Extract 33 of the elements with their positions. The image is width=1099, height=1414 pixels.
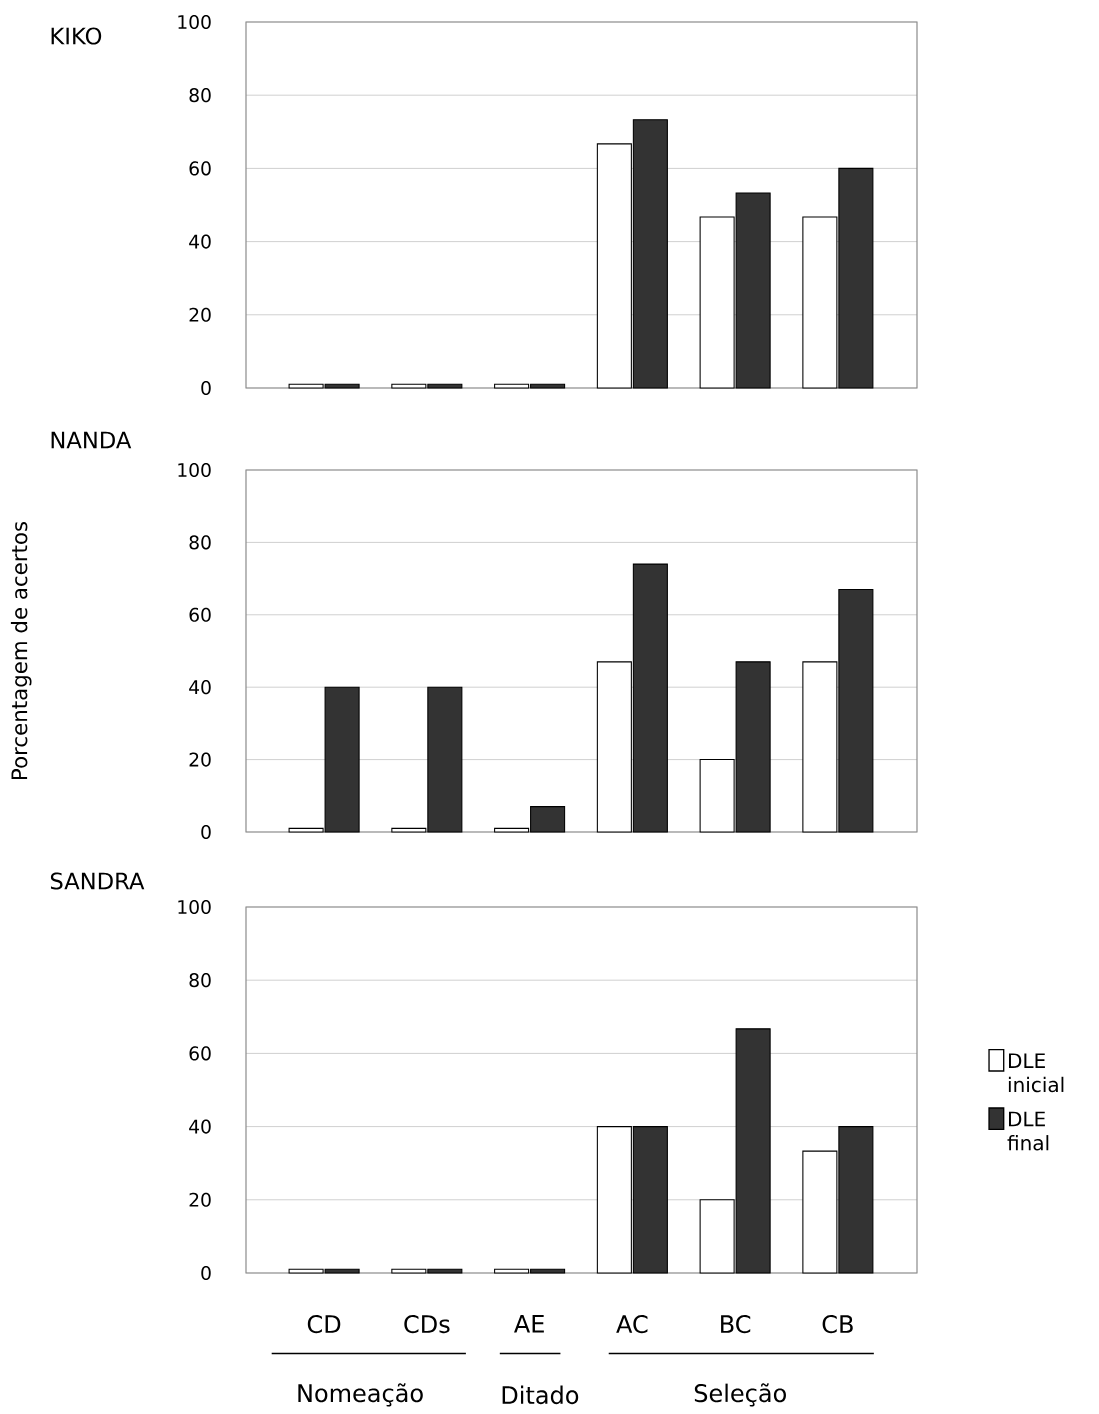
y-tick-label: 80: [189, 535, 211, 550]
x-tick-label: CB: [822, 1315, 853, 1334]
y-tick-label: 20: [189, 307, 211, 322]
y-tick-label: 60: [189, 1046, 211, 1061]
text: Nomeação: [298, 1383, 423, 1407]
y-tick-label: 100: [178, 899, 211, 915]
y-tick-label: 80: [189, 88, 211, 103]
y-tick-label: 0: [201, 824, 211, 840]
y-tick-label: 0: [201, 1265, 211, 1281]
legend-label: DLE inicial: [1008, 1053, 1064, 1093]
y-tick-label: 20: [189, 1192, 211, 1207]
y-tick-label: 60: [189, 607, 211, 622]
text: Ditado: [502, 1385, 579, 1405]
y-tick-label: 60: [189, 161, 211, 176]
y-tick-label: 40: [189, 1119, 211, 1134]
x-tick-label: BC: [721, 1315, 751, 1334]
y-tick-label: 0: [201, 380, 211, 396]
x-tick-label: CDs: [404, 1315, 450, 1334]
y-tick-label: 40: [189, 234, 211, 249]
x-tick-label: AC: [616, 1315, 648, 1334]
y-tick-label: 80: [189, 973, 211, 988]
text: Seleção: [694, 1383, 786, 1407]
x-tick-label: CD: [307, 1315, 341, 1334]
y-tick-label: 100: [178, 462, 211, 478]
x-tick-label: AE: [514, 1315, 544, 1333]
chart-title: NANDA: [51, 431, 132, 449]
y-tick-label: 40: [189, 680, 211, 695]
y-tick-label: 20: [189, 752, 211, 767]
y-axis-title: Porcentagem de acertos: [10, 521, 32, 779]
chart-title: KIKO: [51, 27, 102, 45]
y-tick-label: 100: [178, 14, 211, 30]
legend-label: DLE final: [1007, 1111, 1049, 1151]
chart-title: SANDRA: [50, 872, 145, 890]
